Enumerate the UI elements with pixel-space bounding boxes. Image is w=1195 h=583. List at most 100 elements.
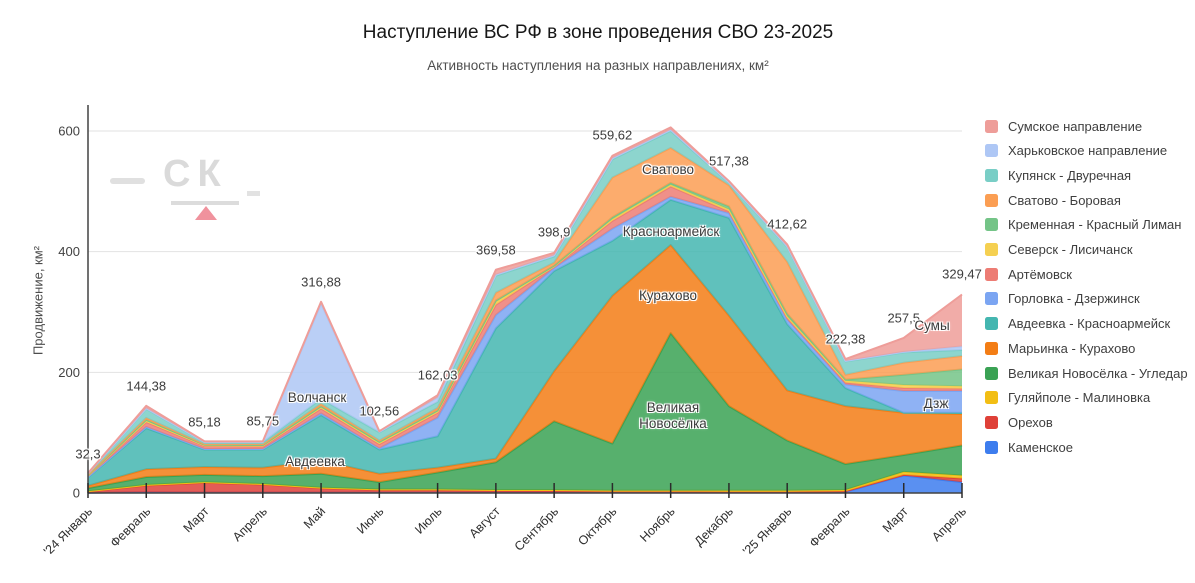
x-tick-label: Март (880, 504, 911, 535)
legend-swatch-icon (985, 168, 998, 182)
legend-item: Сумское направление (985, 119, 1142, 134)
legend-item: Кременная - Красный Лиман (985, 217, 1181, 232)
total-data-label: 369,58 (475, 242, 516, 258)
legend-swatch-icon (985, 193, 998, 207)
total-data-label: 257,5 (887, 310, 920, 326)
y-tick-label: 0 (73, 486, 80, 501)
x-tick-label: Май (301, 504, 328, 531)
x-tick-label: Апрель (230, 504, 270, 544)
total-data-label: 329,47 (942, 266, 982, 282)
legend-label: Авдеевка - Красноармейск (1008, 316, 1171, 332)
region-annotation: Авдеевка (285, 454, 345, 469)
area-харьковское-направление (88, 129, 962, 474)
region-annotation: Волчанск (287, 390, 347, 405)
legend-item: Каменское (985, 440, 1073, 455)
x-tick-label: Февраль (108, 504, 154, 550)
region-annotation: Красноармейск (622, 224, 720, 239)
legend-swatch-icon (985, 144, 998, 158)
total-data-label: 144,38 (126, 378, 167, 394)
y-tick-label: 400 (58, 244, 80, 259)
x-tick-label: '24 Январь (41, 504, 95, 558)
y-tick-label: 600 (58, 124, 80, 139)
x-tick-label: Октябрь (575, 504, 619, 548)
legend-swatch-icon (985, 415, 998, 429)
total-data-label: 316,88 (301, 274, 341, 290)
legend-swatch-icon (985, 341, 998, 355)
region-annotation: Дзж (923, 396, 949, 411)
legend-label: Купянск - Двуречная (1008, 167, 1132, 183)
y-tick-label: 200 (58, 365, 80, 380)
legend-item: Харьковское направление (985, 143, 1167, 158)
total-data-label: 222,38 (825, 331, 866, 347)
legend-item: Купянск - Двуречная (985, 168, 1131, 183)
legend-item: Гуляйполе - Малиновка (985, 390, 1150, 405)
x-tick-label: '25 Январь (740, 504, 794, 558)
legend-item: Великая Новосёлка - Угледар (985, 366, 1188, 381)
region-annotation: Сумы (914, 318, 950, 333)
x-tick-label: Март (181, 504, 212, 535)
total-data-label: 162,03 (417, 367, 458, 383)
y-axis-title: Продвижение, км² (30, 245, 46, 356)
legend-swatch-icon (985, 119, 998, 133)
legend-item: Горловка - Дзержинск (985, 291, 1140, 306)
x-tick-label: Ноябрь (637, 504, 678, 545)
watermark-text: СК (163, 153, 228, 195)
legend-label: Артёмовск (1008, 266, 1072, 282)
legend-item: Сватово - Боровая (985, 193, 1121, 208)
total-data-label: 412,62 (767, 216, 808, 232)
chart-subtitle: Активность наступления на разных направл… (427, 58, 769, 73)
legend-label: Великая Новосёлка - Угледар (1008, 365, 1188, 381)
total-data-label: 85,75 (246, 413, 280, 429)
legend-item: Марьинка - Курахово (985, 341, 1135, 356)
watermark-triangle-icon (195, 206, 217, 220)
legend-label: Каменское (1008, 439, 1073, 455)
line-сумское-направление (87, 126, 963, 474)
watermark: СК (105, 153, 270, 228)
watermark-underline (171, 201, 239, 205)
area-марьинка-курахово (88, 245, 962, 489)
area-авдеевка-красноармейск (88, 199, 962, 486)
legend-swatch-icon (985, 440, 998, 454)
x-tick-label: Август (466, 504, 503, 541)
area-великая-новосёлка-угледар (88, 333, 962, 492)
x-tick-label: Апрель (929, 504, 969, 544)
total-data-label: 517,38 (709, 153, 749, 169)
page-title: Наступление ВС РФ в зоне проведения СВО … (362, 22, 834, 43)
legend-label: Сватово - Боровая (1008, 192, 1121, 208)
total-data-label: 85,18 (188, 414, 221, 430)
watermark-dash2-icon (247, 191, 260, 196)
legend-label: Марьинка - Курахово (1008, 340, 1136, 356)
x-tick-label: Февраль (807, 504, 853, 550)
legend-label: Северск - Лисичанск (1008, 242, 1133, 257)
legend-label: Орехов (1008, 414, 1053, 430)
region-annotation: Великая Новосёлка (639, 400, 707, 431)
legend-item: Авдеевка - Красноармейск (985, 316, 1170, 331)
total-data-label: 398,9 (537, 224, 571, 240)
total-data-label: 559,62 (592, 127, 633, 143)
legend-swatch-icon (985, 267, 998, 281)
x-tick-label: Июль (412, 504, 444, 536)
x-tick-label: Июнь (354, 504, 386, 536)
legend-swatch-icon (985, 292, 998, 306)
legend-label: Гуляйполе - Малиновка (1008, 390, 1151, 406)
legend-swatch-icon (985, 366, 998, 380)
total-data-label: 102,56 (359, 403, 400, 419)
x-tick-label: Декабрь (692, 504, 736, 548)
legend-label: Харьковское направление (1008, 143, 1168, 159)
total-data-label: 32,3 (75, 446, 101, 461)
legend-swatch-icon (985, 317, 998, 331)
region-annotation: Сватово (641, 162, 695, 177)
area-каменское (88, 475, 962, 493)
legend-label: Кременная - Красный Лиман (1008, 217, 1182, 233)
x-tick-label: Сентябрь (512, 504, 561, 553)
region-annotation: Курахово (638, 288, 698, 303)
legend-swatch-icon (985, 243, 998, 256)
legend-label: Горловка - Дзержинск (1008, 291, 1140, 307)
legend-item: Орехов (985, 415, 1053, 430)
legend-item: Артёмовск (985, 267, 1072, 282)
legend-item: Северск - Лисичанск (985, 242, 1133, 257)
legend-swatch-icon (985, 391, 998, 405)
legend-label: Сумское направление (1008, 118, 1143, 134)
